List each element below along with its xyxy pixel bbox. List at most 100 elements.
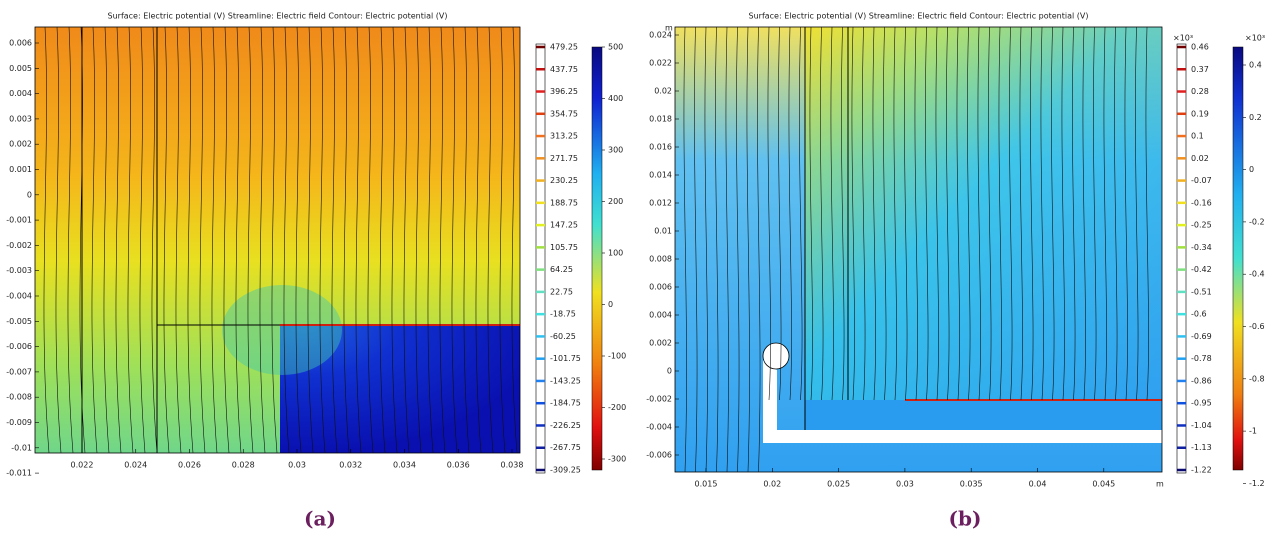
- streamline: [830, 26, 834, 401]
- contour-label: 271.75: [550, 154, 578, 163]
- contour-label: 64.25: [550, 265, 573, 274]
- colorbar-label: 0: [608, 300, 613, 309]
- x-unit: m: [1156, 480, 1164, 489]
- colorbar-label: 400: [608, 94, 623, 103]
- streamline: [893, 26, 897, 401]
- contour-label: 0.37: [1191, 65, 1209, 74]
- streamline: [778, 26, 782, 401]
- contour-label: -18.75: [550, 310, 576, 319]
- streamline: [211, 26, 218, 454]
- contour-label: 188.75: [550, 198, 578, 207]
- streamline: [1072, 26, 1076, 401]
- streamline: [967, 26, 971, 401]
- y-tick-label: 0.018: [649, 115, 672, 124]
- colorbar-label: -100: [608, 352, 626, 361]
- x-tick-label: 0.04: [1029, 480, 1047, 489]
- y-tick-label: -0.004: [646, 423, 672, 432]
- streamline: [331, 26, 338, 454]
- streamline: [223, 26, 230, 454]
- contour-legend: [1176, 43, 1187, 474]
- streamline: [809, 26, 813, 401]
- contour-label: -0.42: [1191, 265, 1212, 274]
- y-tick-label: 0.006: [9, 39, 32, 48]
- field-a: [34, 26, 521, 454]
- caption: (b): [949, 507, 982, 531]
- contour-label: -0.07: [1191, 176, 1212, 185]
- streamline: [103, 26, 110, 454]
- x-tick-label: 0.028: [232, 461, 255, 470]
- colorbar: [591, 46, 603, 471]
- streamline: [511, 26, 518, 454]
- streamline: [355, 26, 362, 454]
- x-tick-label: 0.032: [339, 461, 362, 470]
- streamline: [1082, 26, 1086, 401]
- streamline: [487, 26, 494, 454]
- streamline: [499, 26, 506, 454]
- streamline: [343, 26, 350, 454]
- y-tick-label: 0: [27, 190, 32, 199]
- contour-label: 396.25: [550, 87, 578, 96]
- streamline: [391, 26, 398, 454]
- streamline: [946, 26, 950, 401]
- contour-label: -0.51: [1191, 287, 1212, 296]
- streamline: [379, 26, 386, 454]
- y-tick-label: -0.006: [6, 342, 32, 351]
- x-tick-label: 0.038: [501, 461, 524, 470]
- colorbar-label: 200: [608, 197, 623, 206]
- contour-label: -1.22: [1191, 466, 1212, 475]
- contour-label: 0.19: [1191, 109, 1209, 118]
- y-tick-label: 0.004: [649, 311, 672, 320]
- streamline: [259, 26, 266, 454]
- y-tick-label: 0.024: [649, 31, 672, 40]
- streamline: [799, 26, 803, 401]
- contour-label: 354.75: [550, 109, 578, 118]
- y-tick-label: -0.009: [6, 418, 32, 427]
- streamline: [841, 26, 845, 401]
- streamline: [115, 26, 122, 454]
- streamline: [1114, 26, 1118, 401]
- streamline: [415, 26, 422, 454]
- streamline: [1009, 26, 1013, 401]
- contour-label: -0.86: [1191, 376, 1212, 385]
- contour-label: -0.16: [1191, 198, 1212, 207]
- streamline: [187, 26, 194, 454]
- streamline: [788, 26, 792, 401]
- y-tick-label: -0.006: [646, 451, 672, 460]
- field-b: [674, 26, 1163, 473]
- contour-label: -0.6: [1191, 310, 1207, 319]
- contour-label: -309.25: [550, 466, 581, 475]
- streamline: [319, 26, 326, 454]
- colorbar-label: -200: [608, 403, 626, 412]
- streamline: [403, 26, 410, 454]
- y-tick-label: 0.008: [649, 255, 672, 264]
- streamline: [925, 26, 929, 401]
- y-tick-label: 0.02: [654, 87, 672, 96]
- streamline: [1145, 26, 1149, 401]
- streamline: [1030, 26, 1034, 401]
- streamline: [1135, 26, 1139, 401]
- colorbar-label: -0.6: [1249, 322, 1265, 331]
- contour-label: -184.75: [550, 399, 581, 408]
- colorbar-label: -0.2: [1249, 217, 1265, 226]
- streamline: [271, 26, 278, 454]
- streamline: [127, 26, 134, 454]
- y-tick-label: 0.016: [649, 143, 672, 152]
- y-tick-label: -0.007: [6, 367, 32, 376]
- streamline: [883, 26, 887, 401]
- y-tick-label: 0.002: [649, 339, 672, 348]
- streamline: [247, 26, 254, 454]
- contour-label: -1.13: [1191, 443, 1212, 452]
- streamline: [998, 26, 1002, 401]
- streamline: [1103, 26, 1107, 401]
- colorbar-label: 0.4: [1249, 61, 1262, 70]
- streamline: [914, 26, 918, 401]
- streamline: [139, 26, 146, 454]
- streamline: [1051, 26, 1055, 401]
- x-tick-label: 0.035: [960, 480, 983, 489]
- contour-label: 313.25: [550, 132, 578, 141]
- x-tick-label: 0.022: [71, 461, 94, 470]
- contour-label: 105.75: [550, 243, 578, 252]
- y-tick-label: 0.012: [649, 199, 672, 208]
- colorbar-label: -0.4: [1249, 270, 1265, 279]
